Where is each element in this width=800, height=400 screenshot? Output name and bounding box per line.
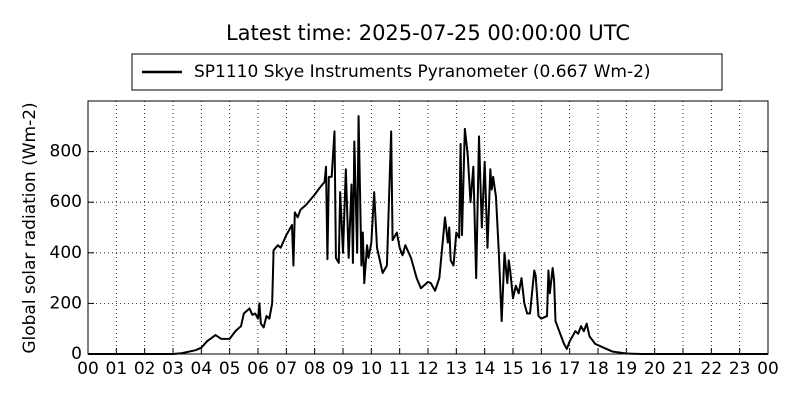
x-tick-label: 15 (502, 359, 524, 379)
y-tick-label: 200 (50, 293, 82, 313)
x-tick-label: 04 (191, 359, 213, 379)
x-tick-label: 00 (77, 359, 99, 379)
x-tick-label: 12 (417, 359, 439, 379)
y-tick-label: 600 (50, 192, 82, 212)
x-tick-label: 02 (134, 359, 156, 379)
x-tick-label: 06 (247, 359, 269, 379)
x-tick-label: 20 (644, 359, 666, 379)
x-tick-label: 17 (559, 359, 581, 379)
x-tick-label: 22 (701, 359, 723, 379)
x-tick-label: 14 (474, 359, 496, 379)
y-tick-label: 800 (50, 142, 82, 162)
legend-box (131, 53, 723, 91)
x-tick-label: 09 (332, 359, 354, 379)
legend-label: SP1110 Skye Instruments Pyranometer (0.6… (194, 62, 651, 82)
x-tick-label: 11 (389, 359, 411, 379)
x-tick-label: 03 (162, 359, 184, 379)
x-tick-label: 18 (587, 359, 609, 379)
plot-frame (87, 100, 769, 355)
y-tick-label: 0 (71, 344, 82, 364)
x-tick-label: 08 (304, 359, 326, 379)
x-tick-label: 16 (531, 359, 553, 379)
x-tick-label: 21 (672, 359, 694, 379)
y-axis-label: Global solar radiation (Wm-2) (20, 102, 40, 353)
y-tick-label: 400 (50, 243, 82, 263)
x-tick-label: 07 (276, 359, 298, 379)
chart-title: Latest time: 2025-07-25 00:00:00 UTC (226, 21, 630, 45)
x-tick-label: 10 (361, 359, 383, 379)
x-tick-label: 19 (616, 359, 638, 379)
x-tick-label: 05 (219, 359, 241, 379)
x-tick-label: 01 (106, 359, 128, 379)
x-tick-label: 00 (757, 359, 779, 379)
x-tick-label: 23 (729, 359, 751, 379)
data-line (88, 115, 768, 355)
x-tick-label: 13 (446, 359, 468, 379)
